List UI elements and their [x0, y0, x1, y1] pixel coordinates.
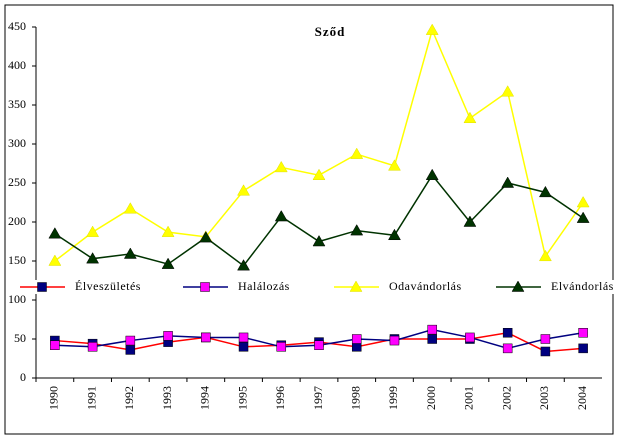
data-point — [123, 202, 137, 214]
data-point — [274, 160, 288, 173]
data-point — [576, 195, 590, 208]
data-point — [50, 340, 60, 350]
data-point — [161, 257, 175, 269]
x-tick-label: 2001 — [462, 386, 476, 410]
y-tick-label: 0 — [20, 370, 26, 384]
legend-marker — [349, 280, 363, 292]
x-tick-label: 1996 — [273, 386, 287, 410]
data-point — [465, 332, 475, 343]
data-point — [427, 324, 437, 335]
x-tick-label: 1990 — [47, 386, 61, 410]
data-point — [237, 184, 250, 196]
data-point — [125, 335, 136, 346]
y-tick-label: 400 — [8, 58, 26, 72]
x-tick-label: 1997 — [311, 386, 325, 410]
data-point — [388, 159, 401, 171]
x-tick-label: 1998 — [348, 386, 362, 410]
data-point — [312, 168, 326, 180]
data-point — [314, 340, 324, 350]
y-tick-label: 200 — [8, 214, 26, 228]
data-point — [163, 331, 173, 341]
data-point — [389, 335, 400, 346]
data-point — [237, 259, 250, 271]
data-point — [161, 225, 175, 237]
data-point — [125, 345, 136, 355]
data-point — [502, 343, 513, 354]
legend-label: Halálozás — [238, 279, 290, 293]
data-point — [540, 334, 551, 344]
data-point — [425, 23, 439, 35]
legend-bg — [20, 280, 145, 294]
y-tick-label: 250 — [8, 175, 26, 189]
data-point — [351, 334, 362, 344]
legend-marker — [200, 282, 210, 292]
data-point — [350, 147, 364, 159]
data-point — [425, 168, 439, 180]
legend-marker — [511, 280, 525, 292]
data-point — [238, 342, 249, 352]
data-point — [350, 224, 364, 236]
data-point — [578, 343, 588, 354]
data-point — [86, 252, 100, 264]
data-point — [86, 225, 100, 237]
data-point — [312, 234, 326, 247]
y-tick-label: 50 — [14, 331, 26, 345]
x-tick-label: 2000 — [424, 386, 438, 410]
legend-bg — [334, 280, 474, 294]
x-tick-label: 1993 — [160, 386, 174, 410]
data-point — [48, 227, 62, 239]
x-tick-label: 1992 — [122, 386, 136, 410]
x-tick-label: 1999 — [386, 386, 400, 410]
legend-label: Elvándorlás — [551, 279, 614, 293]
x-tick-label: 2004 — [575, 386, 589, 410]
y-tick-label: 100 — [8, 292, 26, 306]
x-tick-label: 2002 — [499, 386, 513, 410]
data-point — [502, 328, 513, 338]
legend-label: Odavándorlás — [389, 279, 462, 293]
data-point — [87, 342, 98, 352]
data-point — [388, 228, 401, 241]
data-point — [463, 111, 477, 124]
x-tick-label: 1994 — [198, 386, 212, 410]
data-point — [538, 249, 552, 262]
x-tick-label: 1991 — [84, 386, 98, 410]
y-tick-label: 150 — [8, 253, 26, 267]
chart-frame — [4, 4, 614, 435]
y-tick-label: 300 — [8, 136, 26, 150]
data-point — [238, 332, 249, 343]
legend-bg — [183, 280, 323, 294]
data-point — [578, 328, 588, 338]
data-point — [501, 85, 515, 97]
y-tick-label: 350 — [8, 97, 26, 111]
data-point — [540, 346, 551, 357]
data-point — [199, 231, 213, 243]
data-point — [201, 332, 211, 343]
data-point — [538, 185, 552, 198]
data-point — [576, 211, 590, 223]
x-tick-label: 2003 — [537, 386, 551, 410]
legend-bg — [496, 280, 619, 294]
data-point — [274, 210, 288, 222]
data-point — [463, 215, 477, 227]
x-tick-label: 1995 — [235, 386, 249, 410]
data-point — [123, 247, 137, 259]
legend-marker — [37, 282, 47, 292]
y-tick-label: 450 — [8, 19, 26, 33]
legend-label: Élveszületés — [75, 279, 141, 293]
chart-title: Sződ — [315, 24, 346, 39]
data-point — [501, 176, 515, 188]
data-point — [427, 334, 437, 344]
data-point — [48, 254, 62, 266]
data-point — [276, 342, 287, 352]
